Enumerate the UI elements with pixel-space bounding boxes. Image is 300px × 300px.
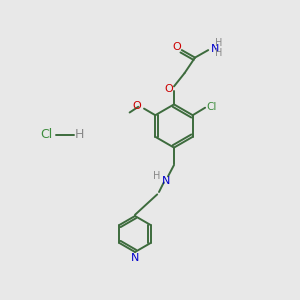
Text: O: O xyxy=(164,84,173,94)
Text: N: N xyxy=(162,176,170,186)
Text: N: N xyxy=(131,253,139,263)
Text: H: H xyxy=(215,38,223,48)
Text: Cl: Cl xyxy=(40,128,52,142)
Text: O: O xyxy=(172,42,181,52)
Text: H: H xyxy=(153,171,160,182)
Text: H: H xyxy=(215,48,223,58)
Text: N: N xyxy=(211,44,219,54)
Text: O: O xyxy=(133,101,142,111)
Text: H: H xyxy=(75,128,84,142)
Text: Cl: Cl xyxy=(206,101,216,112)
